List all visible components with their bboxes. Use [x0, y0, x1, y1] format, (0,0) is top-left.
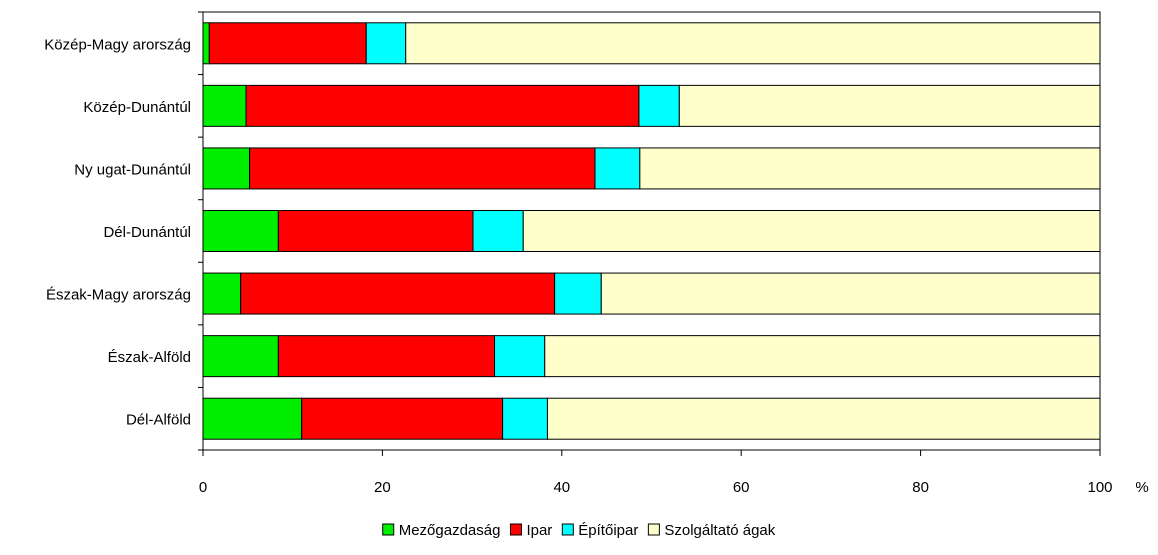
- category-label-2: Közép-Dunántúl: [83, 99, 191, 116]
- bar-segment-5-2: [240, 272, 556, 315]
- bar-segment-1-4: [405, 22, 1101, 65]
- bar-segment-6-4: [544, 335, 1101, 378]
- bar-segment-2-3: [638, 84, 680, 127]
- bar-segment-6-1: [202, 335, 279, 378]
- bar-segment-4-3: [472, 210, 524, 252]
- bar-segment-3-2: [249, 147, 596, 190]
- x-tick-label-20: 20: [374, 479, 391, 496]
- x-tick-label-60: 60: [733, 479, 750, 496]
- x-tick-label-40: 40: [553, 479, 570, 496]
- category-label-4: Dél-Dunántúl: [103, 224, 191, 241]
- bar-segment-7-4: [546, 397, 1101, 440]
- bar-segment-5-3: [554, 272, 602, 315]
- bar-segment-2-2: [245, 84, 640, 127]
- category-label-1: Közép-Magy arország: [44, 36, 191, 53]
- bar-segment-4-1: [202, 210, 279, 252]
- legend-swatch-3: [561, 523, 574, 536]
- x-tick-label-0: 0: [199, 479, 207, 496]
- bar-segment-5-1: [202, 272, 242, 315]
- category-label-5: Észak-Magy arország: [46, 287, 191, 304]
- legend-label-2: Ipar: [526, 522, 552, 539]
- x-tick-label-100: 100: [1087, 479, 1112, 496]
- legend-swatch-2: [509, 523, 522, 536]
- x-axis-unit-label: %: [1135, 479, 1148, 496]
- legend-swatch-1: [382, 523, 395, 536]
- legend-label-4: Szolgáltató ágak: [664, 522, 775, 539]
- bar-segment-1-1: [202, 22, 210, 65]
- bar-segment-2-1: [202, 84, 247, 127]
- bar-segment-7-1: [202, 397, 303, 440]
- legend-label-3: Építőipar: [578, 522, 638, 539]
- bar-segment-4-2: [277, 210, 474, 252]
- bar-segment-3-1: [202, 147, 251, 190]
- bar-segment-3-4: [639, 147, 1101, 190]
- category-label-3: Ny ugat-Dunántúl: [74, 161, 191, 178]
- legend: Mezőgazdaság Ipar Építőipar Szolgáltató ága…: [382, 522, 776, 539]
- bar-segment-1-3: [365, 22, 407, 65]
- bar-segment-4-4: [522, 210, 1101, 252]
- x-tick-label-80: 80: [912, 479, 929, 496]
- axis-layer: Közép-Magy arország Közép-Dunántúl Ny ugat…: [44, 11, 1149, 496]
- bar-segment-1-2: [208, 22, 367, 65]
- legend-label-1: Mezőgazdaság: [399, 522, 501, 539]
- bars-layer: [202, 22, 1101, 440]
- category-label-6: Észak-Alföld: [108, 349, 191, 366]
- bar-segment-2-4: [678, 84, 1101, 127]
- bar-segment-6-2: [277, 335, 496, 378]
- bar-segment-5-4: [600, 272, 1101, 315]
- legend-swatch-4: [647, 523, 660, 536]
- bar-segment-6-3: [494, 335, 546, 378]
- bar-segment-7-3: [502, 397, 548, 440]
- category-label-7: Dél-Alföld: [126, 412, 191, 429]
- bar-segment-3-3: [594, 147, 641, 190]
- bar-segment-7-2: [301, 397, 504, 440]
